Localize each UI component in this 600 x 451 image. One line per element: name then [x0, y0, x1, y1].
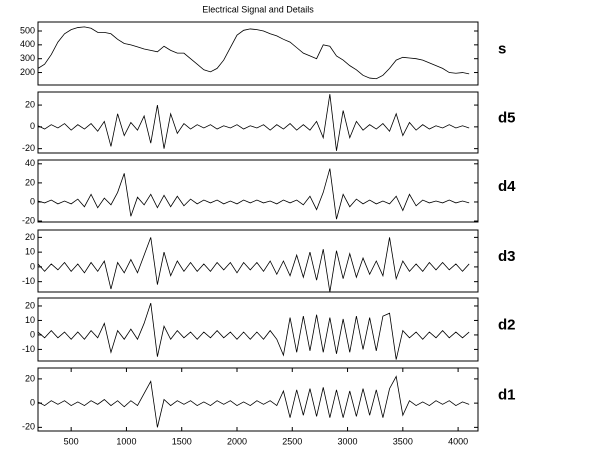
- signal-line: [37, 168, 470, 220]
- y-tick-label: 20: [25, 300, 35, 310]
- y-tick-label: -20: [22, 143, 35, 153]
- series-label: s: [498, 40, 506, 57]
- y-tick-label: -20: [22, 422, 35, 432]
- series-label: d5: [498, 109, 516, 126]
- x-tick-label: 2000: [227, 436, 247, 446]
- y-tick-label: 400: [20, 39, 35, 49]
- x-tick-label: 1500: [172, 436, 192, 446]
- y-tick-label: 0: [30, 329, 35, 339]
- y-tick-label: 0: [30, 398, 35, 408]
- y-tick-label: 20: [25, 373, 35, 383]
- y-tick-label: -20: [22, 215, 35, 225]
- signal-line: [37, 26, 470, 80]
- x-tick-label: 2500: [282, 436, 302, 446]
- y-tick-label: -10: [22, 276, 35, 286]
- axes-frame: [37, 21, 479, 86]
- y-tick-label: -10: [22, 344, 35, 354]
- x-tick-label: 4000: [448, 436, 468, 446]
- x-tick-label: 1000: [116, 436, 136, 446]
- y-tick-label: 20: [25, 99, 35, 109]
- y-tick-label: 20: [25, 177, 35, 187]
- y-tick-label: 10: [25, 247, 35, 257]
- y-tick-label: 0: [30, 196, 35, 206]
- y-tick-label: 500: [20, 25, 35, 35]
- x-tick-label: 500: [64, 436, 79, 446]
- axes-frame: [37, 367, 479, 432]
- y-tick-label: 10: [25, 315, 35, 325]
- signal-line: [37, 302, 470, 360]
- y-tick-label: 40: [25, 158, 35, 168]
- axes-frame: [37, 229, 479, 293]
- y-tick-label: 200: [20, 67, 35, 77]
- axes-frame: [37, 91, 479, 154]
- y-tick-label: 0: [30, 121, 35, 131]
- axes-frame: [37, 159, 479, 223]
- series-label: d3: [498, 248, 516, 265]
- series-label: d4: [498, 178, 516, 195]
- y-tick-label: 300: [20, 53, 35, 63]
- series-label: d1: [498, 386, 516, 403]
- x-tick-label: 3000: [338, 436, 358, 446]
- x-tick-label: 3500: [393, 436, 413, 446]
- signal-line: [37, 237, 470, 293]
- chart-title: Electrical Signal and Details: [202, 4, 314, 14]
- y-tick-label: 20: [25, 232, 35, 242]
- signal-line: [37, 375, 470, 428]
- y-tick-label: 0: [30, 261, 35, 271]
- axes-frame: [37, 297, 479, 362]
- signal-line: [37, 94, 470, 151]
- series-label: d2: [498, 316, 516, 333]
